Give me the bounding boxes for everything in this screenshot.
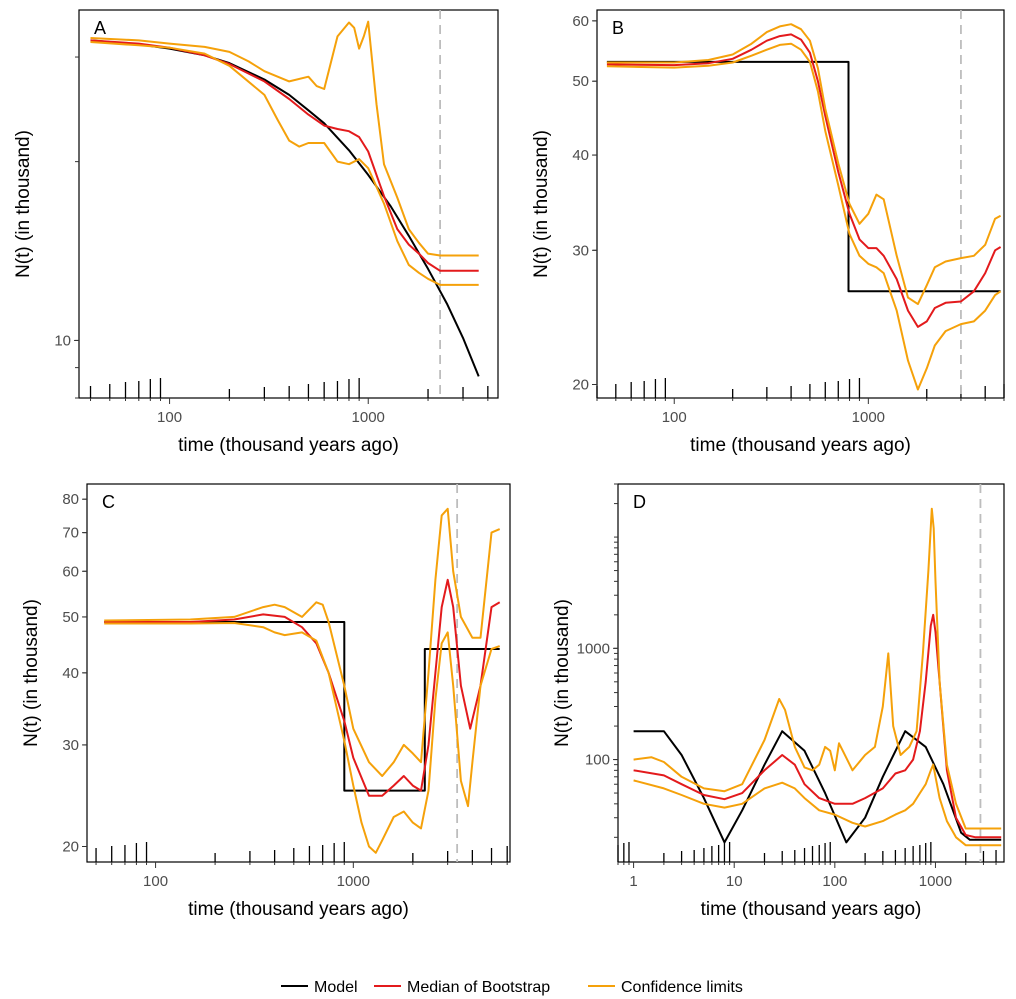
y-tick-label: 80 (62, 491, 79, 508)
series-lower-confidence-line (633, 763, 1002, 847)
x-tick-label: 100 (143, 873, 168, 890)
x-axis-title: time (thousand years ago) (188, 899, 409, 920)
series-lower-confidence-line (104, 622, 501, 854)
legend-label-confidence: Confidence limits (621, 979, 743, 996)
series-upper-confidence-line (606, 23, 1002, 306)
y-tick-label: 100 (585, 752, 610, 769)
y-tick-label: 30 (62, 737, 79, 754)
y-axis-title: N(t) (in thousand) (13, 130, 34, 278)
panel-letter: D (633, 492, 646, 512)
x-tick-label: 100 (822, 873, 847, 890)
x-tick-label: 10 (726, 873, 743, 890)
legend-label-median: Median of Bootstrap (407, 979, 550, 996)
panel-letter: B (612, 18, 624, 38)
series-lower-confidence-line (90, 41, 479, 286)
x-tick-label: 100 (662, 409, 687, 426)
x-tick-label: 1000 (337, 873, 370, 890)
y-axis-title: N(t) (in thousand) (552, 599, 573, 747)
series-model-line (633, 730, 1002, 844)
y-tick-label: 30 (572, 242, 589, 259)
x-axis-title: time (thousand years ago) (690, 435, 911, 456)
panel-letter: C (102, 492, 115, 512)
y-tick-label: 70 (62, 525, 79, 542)
y-tick-label: 10 (54, 332, 71, 349)
y-tick-label: 40 (572, 147, 589, 164)
y-tick-label: 50 (62, 609, 79, 626)
y-tick-label: 20 (62, 838, 79, 855)
panel-letter: A (94, 18, 106, 38)
x-axis-minor-ticks (596, 378, 1005, 404)
x-axis-minor-ticks (95, 842, 508, 868)
x-axis-minor-ticks (89, 378, 489, 404)
legend-label-model: Model (314, 979, 358, 996)
y-tick-label: 60 (62, 563, 79, 580)
x-tick-label: 1000 (352, 409, 385, 426)
x-axis-title: time (thousand years ago) (178, 435, 399, 456)
panel-border (86, 483, 511, 863)
x-axis-minor-ticks (617, 842, 997, 868)
x-tick-label: 100 (157, 409, 182, 426)
panel-border (617, 483, 1005, 863)
y-tick-label: 60 (572, 13, 589, 30)
series-median-line (633, 613, 1002, 839)
series-median-line (606, 33, 1002, 328)
x-tick-label: 1 (629, 873, 637, 890)
panel-border (596, 9, 1005, 399)
x-axis-title: time (thousand years ago) (701, 899, 922, 920)
series-upper-confidence-line (633, 507, 1002, 830)
x-tick-label: 1000 (852, 409, 885, 426)
series-median-line (90, 39, 479, 272)
legend: Model Median of Bootstrap Confidence lim… (281, 979, 743, 996)
y-axis-title: N(t) (in thousand) (531, 130, 552, 278)
series-model-line (90, 39, 480, 377)
series-lower-confidence-line (606, 42, 1002, 391)
panel-border (78, 9, 499, 399)
y-axis-title: N(t) (in thousand) (21, 599, 42, 747)
series-upper-confidence-line (90, 20, 479, 257)
series-upper-confidence-line (104, 507, 501, 777)
x-tick-label: 1000 (919, 873, 952, 890)
series-model-line (606, 60, 1001, 293)
y-tick-label: 1000 (577, 640, 610, 657)
series-median-line (104, 578, 501, 797)
y-tick-label: 50 (572, 73, 589, 90)
y-tick-label: 40 (62, 665, 79, 682)
y-tick-label: 20 (572, 376, 589, 393)
